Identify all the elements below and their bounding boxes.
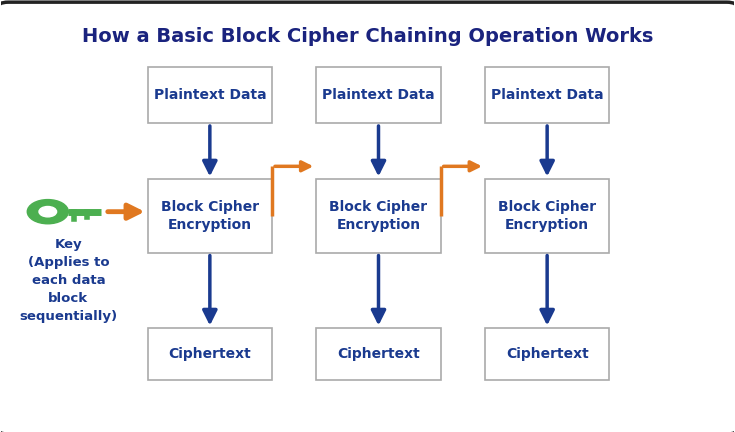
FancyBboxPatch shape <box>485 67 609 123</box>
Text: Ciphertext: Ciphertext <box>337 347 420 361</box>
Text: Ciphertext: Ciphertext <box>506 347 589 361</box>
Circle shape <box>27 200 68 224</box>
Text: Block Cipher
Encryption: Block Cipher Encryption <box>329 200 428 232</box>
Text: Plaintext Data: Plaintext Data <box>322 88 435 102</box>
FancyBboxPatch shape <box>148 328 272 380</box>
Text: Plaintext Data: Plaintext Data <box>491 88 603 102</box>
FancyBboxPatch shape <box>485 179 609 253</box>
FancyBboxPatch shape <box>316 67 441 123</box>
FancyBboxPatch shape <box>485 328 609 380</box>
FancyBboxPatch shape <box>148 67 272 123</box>
Text: How a Basic Block Cipher Chaining Operation Works: How a Basic Block Cipher Chaining Operat… <box>82 27 653 46</box>
Text: Block Cipher
Encryption: Block Cipher Encryption <box>498 200 596 232</box>
FancyBboxPatch shape <box>316 328 441 380</box>
Circle shape <box>39 206 57 217</box>
Text: Block Cipher
Encryption: Block Cipher Encryption <box>161 200 259 232</box>
Text: Plaintext Data: Plaintext Data <box>154 88 266 102</box>
Text: Key
(Applies to
each data
block
sequentially): Key (Applies to each data block sequenti… <box>19 238 118 323</box>
Text: Ciphertext: Ciphertext <box>168 347 251 361</box>
FancyBboxPatch shape <box>148 179 272 253</box>
FancyBboxPatch shape <box>316 179 441 253</box>
